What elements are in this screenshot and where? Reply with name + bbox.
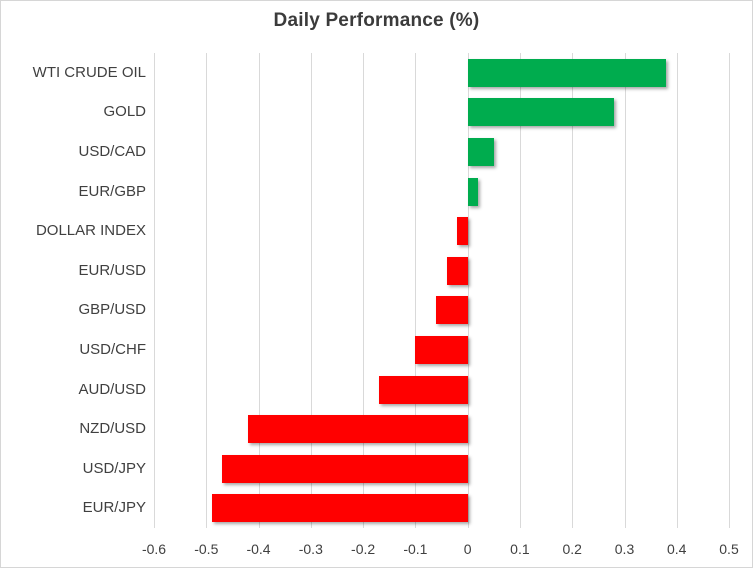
gridline [415,53,417,528]
x-tick-label: -0.3 [298,541,323,557]
gridline [572,53,574,528]
bar-gbp-usd [436,296,468,325]
gridline [310,53,312,528]
x-tick-label: -0.4 [246,541,271,557]
category-label-usd-jpy: USD/JPY [82,459,146,477]
x-tick-label: 0.5 [719,541,739,557]
gridline [363,53,365,528]
bar-eur-usd [446,256,468,285]
bar-dollar-index [457,217,468,246]
gridline [624,53,626,528]
x-tick-label: -0.6 [141,541,167,557]
category-label-eur-gbp: EUR/GBP [78,182,146,200]
bar-usd-jpy [222,454,468,483]
bar-wti-crude-oil [467,58,667,87]
bar-usd-cad [467,138,494,166]
x-tick-label: -0.2 [351,541,376,557]
gridline [154,53,155,528]
bar-usd-chf [415,335,468,364]
gridline [519,53,521,528]
category-label-eur-usd: EUR/USD [78,261,146,279]
gridline [729,53,730,528]
category-label-dollar-index: DOLLAR INDEX [35,222,146,240]
bar-aud-usd [378,375,468,404]
category-label-eur-jpy: EUR/JPY [82,499,146,517]
x-tick-label: 0.3 [614,541,635,557]
bar-gold [467,98,614,127]
category-label-usd-cad: USD/CAD [78,143,146,160]
x-tick-label: 0.1 [510,541,530,557]
category-label-wti-crude-oil: WTI CRUDE OIL [32,63,146,81]
gridline [206,53,208,528]
bar-eur-jpy [211,494,468,523]
x-tick-label: 0.2 [562,541,582,557]
gridline [258,53,260,528]
bar-eur-gbp [467,177,479,206]
category-label-nzd-usd: NZD/USD [79,420,146,437]
x-tick-label: -0.5 [194,541,219,557]
bar-nzd-usd [248,415,468,443]
category-label-usd-chf: USD/CHF [79,340,146,358]
gridline [467,53,469,528]
chart-title: Daily Performance (%) [273,10,480,31]
category-label-gold: GOLD [103,103,146,121]
gridline [676,53,678,528]
category-label-gbp-usd: GBP/USD [78,301,146,319]
category-label-aud-usd: AUD/USD [78,380,146,398]
x-tick-label: -0.1 [403,541,428,557]
x-tick-label: 0.4 [666,541,687,557]
x-tick-label: 0 [463,541,472,557]
